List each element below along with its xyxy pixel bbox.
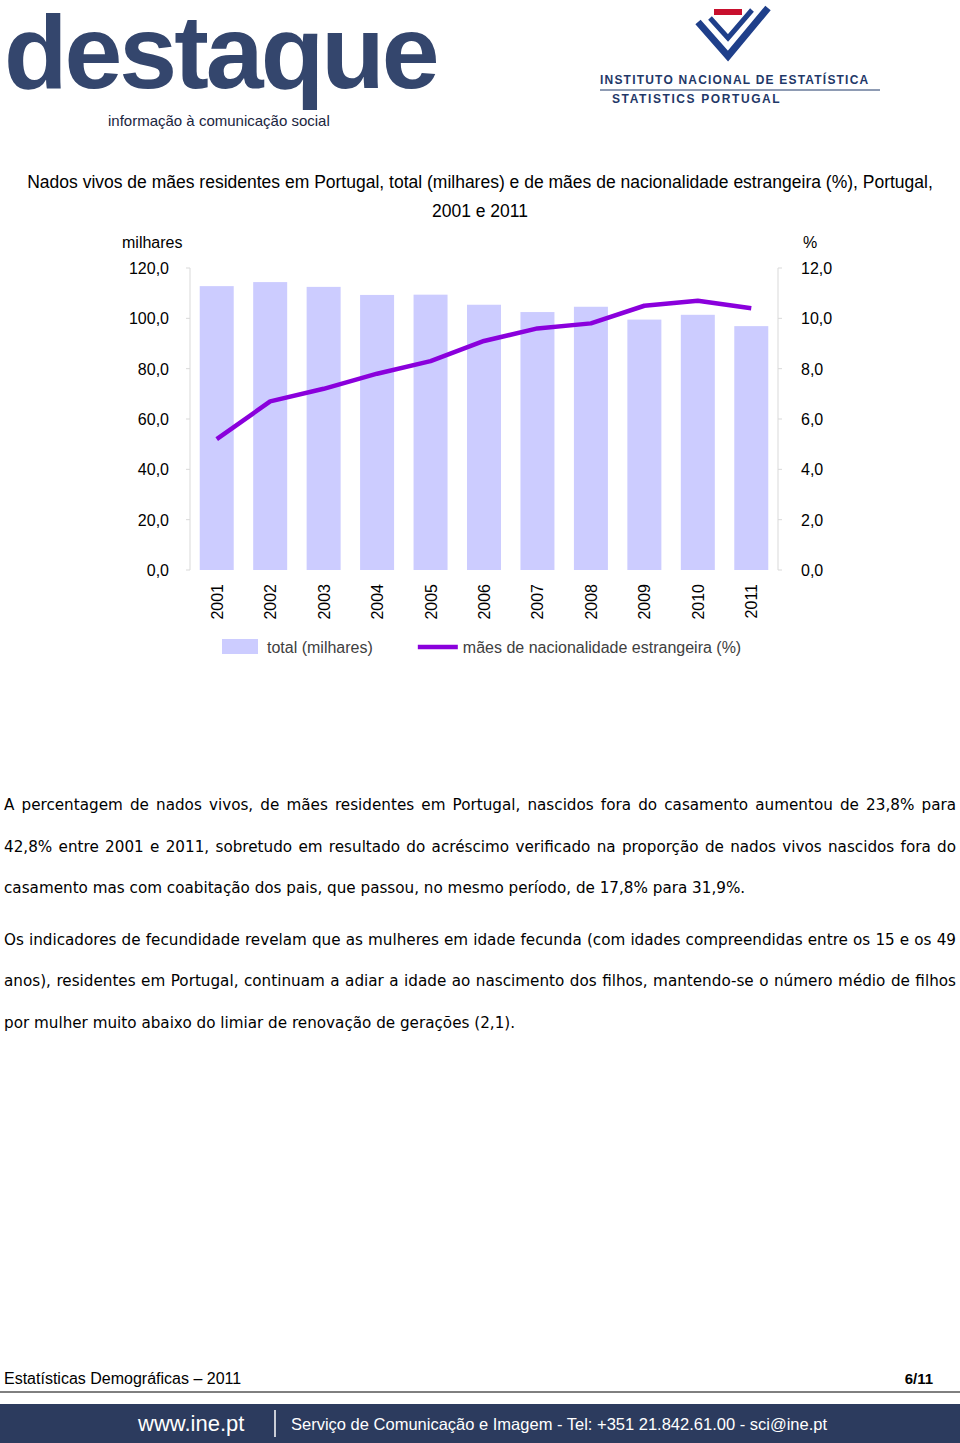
y2-tick-label: 12,0 [801, 260, 832, 277]
x-tick-label: 2009 [636, 584, 653, 620]
y2-tick [778, 570, 782, 571]
x-tick-label: 2003 [316, 584, 333, 620]
y-tick-label: 0,0 [147, 562, 169, 579]
legend-swatch [222, 639, 258, 654]
y2-tick-label: 10,0 [801, 310, 832, 327]
bar [574, 307, 608, 570]
footer-title: Estatísticas Demográficas – 2011 [4, 1370, 241, 1387]
ine-emblem [698, 8, 768, 56]
legend-label: total (milhares) [267, 639, 373, 656]
emblem-stroke [698, 8, 768, 56]
y-axis-title: milhares [122, 234, 182, 251]
x-tick-label: 2005 [423, 584, 440, 620]
y-tick [186, 469, 190, 470]
y2-tick-label: 8,0 [801, 361, 823, 378]
bar [681, 315, 715, 570]
paragraph: A percentagem de nados vivos, de mães re… [4, 785, 956, 910]
bar [520, 312, 554, 570]
bar [414, 295, 448, 570]
bar [734, 326, 768, 570]
x-tick-label: 2007 [529, 584, 546, 620]
emblem-stroke [714, 9, 742, 15]
bar [627, 320, 661, 570]
header: destaque informação à comunicação social I… [4, 0, 880, 129]
legend-label: mães de nacionalidade estrangeira (%) [463, 639, 741, 656]
y2-tick [778, 318, 782, 319]
legend-swatch [418, 645, 458, 650]
y2-tick [778, 419, 782, 420]
body-text: A percentagem de nados vivos, de mães re… [4, 785, 956, 1054]
footer: Estatísticas Demográficas – 2011 6/11 www.… [0, 1370, 960, 1443]
bar [360, 295, 394, 570]
logo-text: destaque [4, 0, 437, 110]
footer-separator [274, 1410, 276, 1437]
y2-tick [778, 268, 782, 269]
y2-tick-label: 0,0 [801, 562, 823, 579]
y-tick [186, 318, 190, 319]
x-tick-label: 2008 [583, 584, 600, 620]
footer-contact: Serviço de Comunicação e Imagem - Tel: +… [291, 1415, 827, 1433]
bar [307, 287, 341, 570]
y-tick [186, 570, 190, 571]
x-tick-label: 2004 [369, 584, 386, 620]
y2-tick [778, 519, 782, 520]
institute-name: INSTITUTO NACIONAL DE ESTATÍSTICA [600, 72, 869, 87]
chart: 0,0 20,0 40,0 60,0 80,0 100,0 120,0 0,0 2,0 4,0 6,… [122, 234, 832, 656]
chart-title: Nados vivos de mães residentes em Portug… [10, 168, 950, 226]
y-tick [186, 268, 190, 269]
y2-tick [778, 368, 782, 369]
line [217, 301, 752, 439]
x-tick-label: 2011 [743, 584, 760, 619]
y-tick-label: 100,0 [129, 310, 169, 327]
x-tick-label: 2001 [209, 584, 226, 620]
tagline: informação à comunicação social [108, 112, 330, 129]
y2-tick [778, 469, 782, 470]
y-tick-label: 20,0 [138, 512, 169, 529]
footer-bar [0, 1404, 960, 1443]
paragraph: Os indicadores de fecundidade revelam qu… [4, 920, 956, 1045]
y-tick-label: 60,0 [138, 411, 169, 428]
footer-rule [0, 1392, 960, 1393]
footer-website: www.ine.pt [137, 1411, 244, 1436]
y2-tick-label: 6,0 [801, 411, 823, 428]
institute-name-en: STATISTICS PORTUGAL [612, 92, 781, 106]
y2-tick-label: 4,0 [801, 461, 823, 478]
emblem-stroke [710, 10, 752, 38]
plot-area [200, 282, 769, 570]
y-tick [186, 419, 190, 420]
x-tick-label: 2002 [262, 584, 279, 620]
page-number: 6/11 [905, 1370, 933, 1387]
x-tick-label: 2006 [476, 584, 493, 620]
legend: total (milhares) mães de nacionalidade es… [222, 639, 741, 656]
page: { "header": { "logo": "destaque", "tagli… [0, 0, 960, 1443]
y-tick-label: 120,0 [129, 260, 169, 277]
x-tick-label: 2010 [690, 584, 707, 620]
y-tick [186, 368, 190, 369]
bar [253, 282, 287, 570]
header-rule [600, 90, 880, 91]
y2-tick-label: 2,0 [801, 512, 823, 529]
y-tick [186, 519, 190, 520]
y-tick-label: 80,0 [138, 361, 169, 378]
y2-axis-title: % [803, 234, 817, 251]
y-tick-label: 40,0 [138, 461, 169, 478]
